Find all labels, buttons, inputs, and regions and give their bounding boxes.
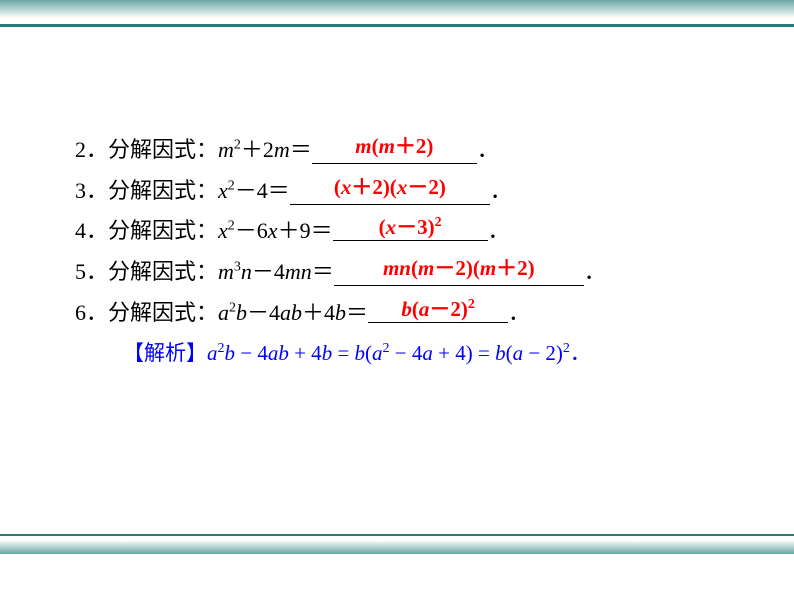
a-v4: b (322, 341, 333, 365)
p4-mid1: －6 (235, 218, 268, 243)
p3-period: ． (490, 178, 512, 203)
a-t5: − 4 (390, 341, 423, 365)
a-v8: b (495, 341, 506, 365)
a-t2: + 4 (289, 341, 322, 365)
p6-v4: b (335, 300, 346, 325)
p6-sup: 2 (229, 300, 236, 315)
a-t6: + 4) = (433, 341, 495, 365)
content-area: 2．分解因式：m2＋2m＝m(m＋2)． 3．分解因式：x2－4＝(x＋2)(x… (75, 130, 734, 367)
p5-mid: －4 (252, 259, 285, 284)
a-s3: 2 (563, 341, 570, 356)
top-line (0, 24, 794, 27)
p2-number: 2 (75, 137, 86, 162)
p5-number: 5 (75, 259, 86, 284)
p5-period: ． (584, 259, 606, 284)
p3-expr-x: x (218, 178, 228, 203)
a-t8: − 2) (523, 341, 563, 365)
p2-mid: ＋2 (241, 137, 274, 162)
p2-blank: m(m＋2) (312, 140, 477, 164)
a-s1: 2 (218, 341, 225, 356)
p4-eq: ＝ (311, 218, 333, 243)
problem-3: 3．分解因式：x2－4＝(x＋2)(x－2)． (75, 171, 734, 212)
p3-blank: (x＋2)(x－2) (290, 181, 490, 205)
p3-answer: (x＋2)(x－2) (334, 175, 446, 199)
p5-label: ．分解因式： (86, 259, 218, 284)
p4-mid2: ＋9 (278, 218, 311, 243)
a-s2: 2 (383, 341, 390, 356)
p5-v1: m (218, 259, 234, 284)
p5-blank: mn(m－2)(m＋2) (334, 262, 584, 286)
p3-number: 3 (75, 178, 86, 203)
problem-6: 6．分解因式：a2b－4ab＋4b＝b(a－2)2． (75, 293, 734, 334)
p2-eq: ＝ (290, 137, 312, 162)
p3-sup: 2 (228, 178, 235, 193)
p5-v3: mn (285, 259, 312, 284)
p4-answer: (x－3)2 (379, 215, 442, 239)
a-v9: a (513, 341, 524, 365)
analysis-line: 【解析】a2b − 4ab + 4b = b(a2 − 4a + 4) = b(… (123, 337, 734, 367)
p5-answer: mn(m－2)(m＋2) (383, 256, 535, 280)
p5-v2: n (241, 259, 252, 284)
problem-2: 2．分解因式：m2＋2m＝m(m＋2)． (75, 130, 734, 171)
bottom-line (0, 534, 794, 536)
p3-mid: －4 (235, 178, 268, 203)
p6-mid2: ＋4 (302, 300, 335, 325)
p4-sup: 2 (228, 219, 235, 234)
a-t3: = (332, 341, 354, 365)
p2-label: ．分解因式： (86, 137, 218, 162)
p4-number: 4 (75, 218, 86, 243)
p6-v3: ab (280, 300, 302, 325)
p2-sup: 2 (234, 138, 241, 153)
a-v6: a (372, 341, 383, 365)
p6-number: 6 (75, 300, 86, 325)
p2-period: ． (477, 137, 499, 162)
p4-period: ． (488, 218, 510, 243)
p6-eq: ＝ (346, 300, 368, 325)
a-t9: ． (570, 341, 591, 365)
a-t4: ( (365, 341, 372, 365)
p4-label: ．分解因式： (86, 218, 218, 243)
p2-expr-m1: m (218, 137, 234, 162)
p5-sup: 3 (234, 260, 241, 275)
a-v7: a (422, 341, 433, 365)
bottom-gradient (0, 540, 794, 554)
p3-eq: ＝ (268, 178, 290, 203)
p4-blank: (x－3)2 (333, 217, 488, 241)
problem-5: 5．分解因式：m3n－4mn＝mn(m－2)(m＋2)． (75, 252, 734, 293)
analysis-bracket: 【解析】 (123, 341, 207, 365)
p5-eq: ＝ (312, 259, 334, 284)
p6-v1: a (218, 300, 229, 325)
top-gradient (0, 0, 794, 18)
p2-answer: m(m＋2) (355, 134, 433, 158)
a-t1: − 4 (235, 341, 268, 365)
p2-expr-m2: m (274, 137, 290, 162)
p3-label: ．分解因式： (86, 178, 218, 203)
p6-answer: b(a－2)2 (401, 297, 475, 321)
a-v5: b (355, 341, 366, 365)
a-v1: a (207, 341, 218, 365)
a-v3: ab (268, 341, 289, 365)
a-v2: b (225, 341, 236, 365)
p6-period: ． (508, 300, 530, 325)
p6-label: ．分解因式： (86, 300, 218, 325)
p4-expr-x1: x (218, 218, 228, 243)
problem-4: 4．分解因式：x2－6x＋9＝(x－3)2． (75, 211, 734, 252)
p6-blank: b(a－2)2 (368, 299, 508, 323)
a-t7: ( (506, 341, 513, 365)
p4-expr-x2: x (268, 218, 278, 243)
p6-mid1: －4 (247, 300, 280, 325)
p6-v2: b (236, 300, 247, 325)
